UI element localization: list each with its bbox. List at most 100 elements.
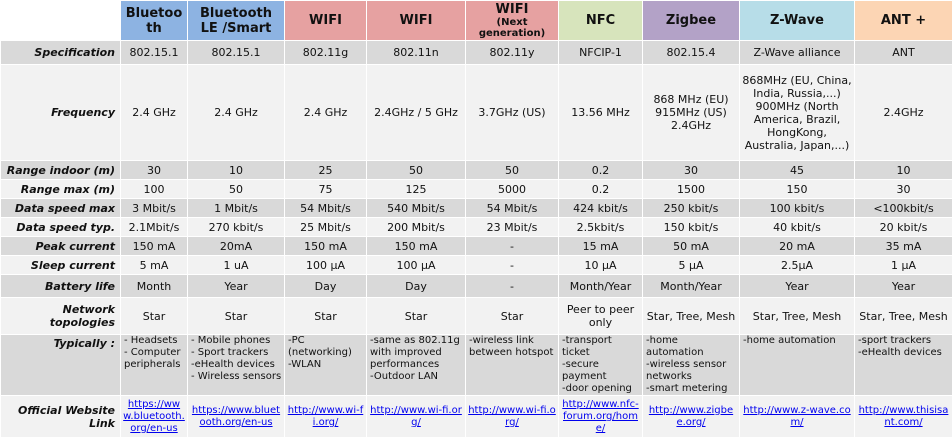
row-label-typically: Typically : — [0, 334, 121, 396]
cell-range-indoor-6: 30 — [642, 160, 740, 180]
cell-network-topologies-8: Star, Tree, Mesh — [854, 297, 952, 335]
website-link[interactable]: http://www.wi-fi.org/ — [370, 404, 462, 428]
header-row: Bluetooth Bluetooth LE /Smart WIFI WIFI … — [0, 0, 952, 41]
cell-sleep-current-2: 100 µA — [284, 255, 367, 275]
website-link[interactable]: http://www.zigbee.org/ — [648, 404, 734, 428]
cell-network-topologies-3: Star — [366, 297, 466, 335]
website-link[interactable]: http://www.wi-fi.org/ — [468, 404, 556, 428]
cell-sleep-current-4: - — [465, 255, 559, 275]
corner-cell — [0, 0, 121, 41]
cell-battery-life-2: Day — [284, 274, 367, 298]
cell-typically-8: -sport trackers -eHealth devices — [854, 334, 952, 396]
cell-range-max-8: 30 — [854, 179, 952, 199]
cell-range-indoor-0: 30 — [120, 160, 188, 180]
row-label-sleep-current: Sleep current — [0, 255, 121, 275]
cell-specification-8: ANT — [854, 40, 952, 65]
row-data-speed-max: Data speed max 3 Mbit/s 1 Mbit/s 54 Mbit/s 5… — [0, 198, 952, 218]
column-header-bluetooth-le: Bluetooth LE /Smart — [187, 0, 285, 41]
row-peak-current: Peak current 150 mA 20mA 150 mA 150 mA -15 mA… — [0, 236, 952, 256]
column-header-bluetooth: Bluetooth — [120, 0, 188, 41]
column-subheader-next-generation: (Next generation) — [478, 17, 546, 39]
row-sleep-current: Sleep current 5 mA 1 uA 100 µA 100 µA -10 µA 5… — [0, 255, 952, 275]
cell-specification-2: 802.11g — [284, 40, 367, 65]
cell-frequency-8: 2.4GHz — [854, 64, 952, 161]
row-range-indoor: Range indoor (m) 30 10 25 50 50 0.2 30 45 10 — [0, 160, 952, 180]
website-link[interactable]: https://www.bluetooth.org/en-us — [191, 404, 281, 428]
cell-range-indoor-8: 10 — [854, 160, 952, 180]
cell-battery-life-7: Year — [739, 274, 855, 298]
cell-battery-life-6: Month/Year — [642, 274, 740, 298]
cell-battery-life-8: Year — [854, 274, 952, 298]
cell-data-speed-max-5: 424 kbit/s — [558, 198, 643, 218]
cell-data-speed-typ-3: 200 Mbit/s — [366, 217, 466, 237]
cell-specification-4: 802.11y — [465, 40, 559, 65]
cell-data-speed-typ-5: 2.5kbit/s — [558, 217, 643, 237]
cell-frequency-2: 2.4 GHz — [284, 64, 367, 161]
cell-sleep-current-0: 5 mA — [120, 255, 188, 275]
cell-official-website-link-5: http://www.nfc-forum.org/home/ — [558, 395, 643, 438]
cell-network-topologies-1: Star — [187, 297, 285, 335]
cell-range-max-7: 150 — [739, 179, 855, 199]
website-link[interactable]: http://www.wi-fi.org/ — [287, 404, 364, 428]
cell-data-speed-typ-7: 40 kbit/s — [739, 217, 855, 237]
cell-frequency-5: 13.56 MHz — [558, 64, 643, 161]
cell-official-website-link-0: https://www.bluetooth.org/en-us — [120, 395, 188, 438]
cell-sleep-current-6: 5 µA — [642, 255, 740, 275]
cell-official-website-link-2: http://www.wi-fi.org/ — [284, 395, 367, 438]
cell-range-indoor-4: 50 — [465, 160, 559, 180]
cell-peak-current-2: 150 mA — [284, 236, 367, 256]
row-label-official-website-link: Official Website Link — [0, 395, 121, 438]
column-header-wifi-g: WIFI — [284, 0, 367, 41]
row-battery-life: Battery life Month Year Day Day - Month/Year Mo… — [0, 274, 952, 298]
row-label-data-speed-typ: Data speed typ. — [0, 217, 121, 237]
cell-frequency-0: 2.4 GHz — [120, 64, 188, 161]
cell-data-speed-typ-6: 150 kbit/s — [642, 217, 740, 237]
website-link[interactable]: http://www.thisisant.com/ — [858, 404, 949, 428]
cell-data-speed-typ-2: 25 Mbit/s — [284, 217, 367, 237]
row-typically: Typically :- Headsets - Computer periphe… — [0, 334, 952, 396]
column-header-wifi-n: WIFI — [366, 0, 466, 41]
cell-frequency-4: 3.7GHz (US) — [465, 64, 559, 161]
cell-specification-1: 802.15.1 — [187, 40, 285, 65]
cell-range-max-5: 0.2 — [558, 179, 643, 199]
website-link[interactable]: http://www.nfc-forum.org/home/ — [562, 398, 639, 434]
row-label-data-speed-max: Data speed max — [0, 198, 121, 218]
cell-typically-3: -same as 802.11g with improved performan… — [366, 334, 466, 396]
cell-official-website-link-1: https://www.bluetooth.org/en-us — [187, 395, 285, 438]
cell-data-speed-max-6: 250 kbit/s — [642, 198, 740, 218]
cell-data-speed-max-2: 54 Mbit/s — [284, 198, 367, 218]
cell-frequency-6: 868 MHz (EU) 915MHz (US) 2.4GHz — [642, 64, 740, 161]
cell-typically-5: -transport ticket -secure payment -door … — [558, 334, 643, 396]
cell-frequency-3: 2.4GHz / 5 GHz — [366, 64, 466, 161]
cell-official-website-link-7: http://www.z-wave.com/ — [739, 395, 855, 438]
cell-official-website-link-8: http://www.thisisant.com/ — [854, 395, 952, 438]
column-header-wifi-next: WIFI (Next generation) — [465, 0, 559, 41]
cell-sleep-current-8: 1 µA — [854, 255, 952, 275]
cell-network-topologies-6: Star, Tree, Mesh — [642, 297, 740, 335]
row-label-peak-current: Peak current — [0, 236, 121, 256]
cell-data-speed-max-0: 3 Mbit/s — [120, 198, 188, 218]
column-header-nfc: NFC — [558, 0, 643, 41]
cell-typically-1: - Mobile phones - Sport trackers -eHealt… — [187, 334, 285, 396]
cell-range-max-1: 50 — [187, 179, 285, 199]
cell-data-speed-max-4: 54 Mbit/s — [465, 198, 559, 218]
cell-peak-current-3: 150 mA — [366, 236, 466, 256]
website-link[interactable]: http://www.z-wave.com/ — [743, 404, 851, 428]
cell-range-max-6: 1500 — [642, 179, 740, 199]
cell-network-topologies-0: Star — [120, 297, 188, 335]
cell-battery-life-5: Month/Year — [558, 274, 643, 298]
row-label-range-max: Range max (m) — [0, 179, 121, 199]
cell-range-max-0: 100 — [120, 179, 188, 199]
cell-network-topologies-7: Star, Tree, Mesh — [739, 297, 855, 335]
row-label-battery-life: Battery life — [0, 274, 121, 298]
cell-range-indoor-7: 45 — [739, 160, 855, 180]
cell-typically-2: -PC (networking) -WLAN — [284, 334, 367, 396]
cell-peak-current-0: 150 mA — [120, 236, 188, 256]
row-label-range-indoor: Range indoor (m) — [0, 160, 121, 180]
row-official-website-link: Official Website Link https://www.bluetoo… — [0, 395, 952, 438]
cell-peak-current-6: 50 mA — [642, 236, 740, 256]
cell-peak-current-8: 35 mA — [854, 236, 952, 256]
website-link[interactable]: https://www.bluetooth.org/en-us — [123, 398, 185, 434]
cell-data-speed-max-7: 100 kbit/s — [739, 198, 855, 218]
cell-data-speed-typ-4: 23 Mbit/s — [465, 217, 559, 237]
